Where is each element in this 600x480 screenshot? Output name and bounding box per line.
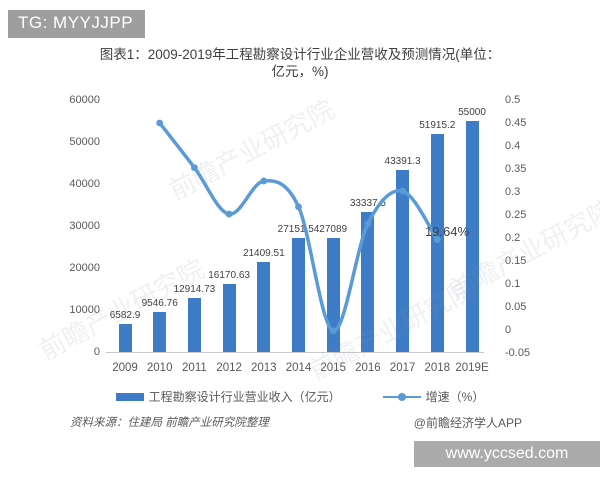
bar-2011 xyxy=(187,297,201,352)
legend: 工程勘察设计行业营业收入（亿元） 增速（%） xyxy=(0,388,600,405)
bar-2014 xyxy=(292,237,305,352)
chart-title-line2: 亿元，%) xyxy=(271,64,329,79)
data-source-note: 资料来源：住建局 前瞻产业研究院整理 xyxy=(70,417,269,429)
line-point-2016 xyxy=(364,220,372,228)
bar-label-2018: 51915.2 xyxy=(419,119,456,131)
bar-label-2017: 43391.3 xyxy=(384,155,421,167)
bar-2012 xyxy=(222,284,236,352)
growth-annotation: 19.64% xyxy=(424,224,470,239)
bar-2010 xyxy=(153,311,167,352)
x-label-2014: 2014 xyxy=(285,362,312,374)
left-axis-tick-60000: 60000 xyxy=(69,94,100,106)
right-axis-tick-0.1: 0.1 xyxy=(505,278,521,290)
x-axis-line xyxy=(106,352,484,353)
x-label-2018: 2018 xyxy=(424,362,451,374)
bar-2009 xyxy=(118,324,132,352)
right-axis-tick-0.2: 0.2 xyxy=(505,232,521,244)
line-point-2017 xyxy=(399,187,406,195)
line-series-swatch xyxy=(382,392,421,401)
bar-label-2015: 27089 xyxy=(319,224,348,236)
left-axis-tick-40000: 40000 xyxy=(69,178,100,190)
x-label-2015: 2015 xyxy=(320,362,346,374)
right-axis-tick-0.5: 0.5 xyxy=(505,94,521,106)
chart-title-line1: 图表1：2009-2019年工程勘察设计行业企业营收及预测情况(单位： xyxy=(99,47,501,62)
legend-label-revenue: 工程勘察设计行业营业收入（亿元） xyxy=(148,390,341,404)
x-label-2019E: 2019E xyxy=(455,362,489,374)
x-label-2017: 2017 xyxy=(389,362,416,374)
chart-title: 图表1：2009-2019年工程勘察设计行业企业营收及预测情况(单位： 亿元，%… xyxy=(0,46,600,80)
bar-series-swatch xyxy=(115,392,144,401)
left-axis-tick-10000: 10000 xyxy=(69,304,100,316)
right-axis-tick-0.15: 0.15 xyxy=(505,255,527,267)
left-axis-tick-0: 0 xyxy=(93,346,100,358)
line-point-2011 xyxy=(191,164,198,172)
right-axis-tick-0.4: 0.4 xyxy=(505,140,521,152)
bar-2015 xyxy=(326,238,340,352)
app-credit: @前瞻经济学人APP xyxy=(413,416,522,430)
bar-label-2010: 9546.76 xyxy=(141,297,178,309)
bar-label-2019E: 55000 xyxy=(458,107,486,118)
bar-2017 xyxy=(396,169,410,352)
legend-item-growth: 增速（%） xyxy=(382,388,485,405)
line-point-2012 xyxy=(225,210,233,218)
left-axis-tick-30000: 30000 xyxy=(69,220,100,232)
legend-label-growth: 增速（%） xyxy=(425,390,485,404)
right-axis-tick-0.05: 0.05 xyxy=(505,301,527,313)
x-label-2012: 2012 xyxy=(216,362,242,374)
right-axis-tick-0.3: 0.3 xyxy=(505,186,521,198)
line-point-2013 xyxy=(260,177,268,185)
bar-label-2014: 27151.54 xyxy=(277,223,320,235)
line-point-2014 xyxy=(295,203,302,211)
x-label-2009: 2009 xyxy=(112,362,138,374)
right-axis-tick-0: 0 xyxy=(505,324,512,336)
legend-item-revenue: 工程勘察设计行业营业收入（亿元） xyxy=(115,388,341,405)
line-marker-dot xyxy=(397,392,406,401)
left-axis-tick-50000: 50000 xyxy=(69,136,100,148)
bar-2016 xyxy=(361,211,375,352)
line-point-2010 xyxy=(156,119,164,127)
left-axis-tick-20000: 20000 xyxy=(69,262,100,274)
bar-label-2016: 33337.5 xyxy=(349,197,386,209)
bar-2013 xyxy=(257,262,271,352)
bar-2019E xyxy=(465,121,479,352)
x-label-2011: 2011 xyxy=(182,362,207,374)
growth-line xyxy=(157,121,440,333)
bar-label-2012: 16170.63 xyxy=(208,270,250,282)
site-watermark-badge: www.yccsed.com xyxy=(414,441,600,467)
bar-label-2013: 21409.51 xyxy=(242,248,285,260)
channel-watermark-badge: TG: MYYJJPP xyxy=(8,10,146,38)
x-label-2016: 2016 xyxy=(355,362,381,374)
bar-label-2009: 6582.9 xyxy=(109,310,141,322)
x-label-2010: 2010 xyxy=(146,362,173,374)
right-axis-tick-0.35: 0.35 xyxy=(505,163,527,175)
line-point-2018 xyxy=(433,236,441,244)
bar-label-2011: 12914.73 xyxy=(173,283,216,295)
x-label-2013: 2013 xyxy=(251,362,277,374)
right-axis-tick-0.45: 0.45 xyxy=(505,117,527,129)
right-axis-tick--0.05: -0.05 xyxy=(505,347,531,359)
right-axis-tick-0.25: 0.25 xyxy=(505,209,527,221)
line-point-2015 xyxy=(329,327,337,335)
